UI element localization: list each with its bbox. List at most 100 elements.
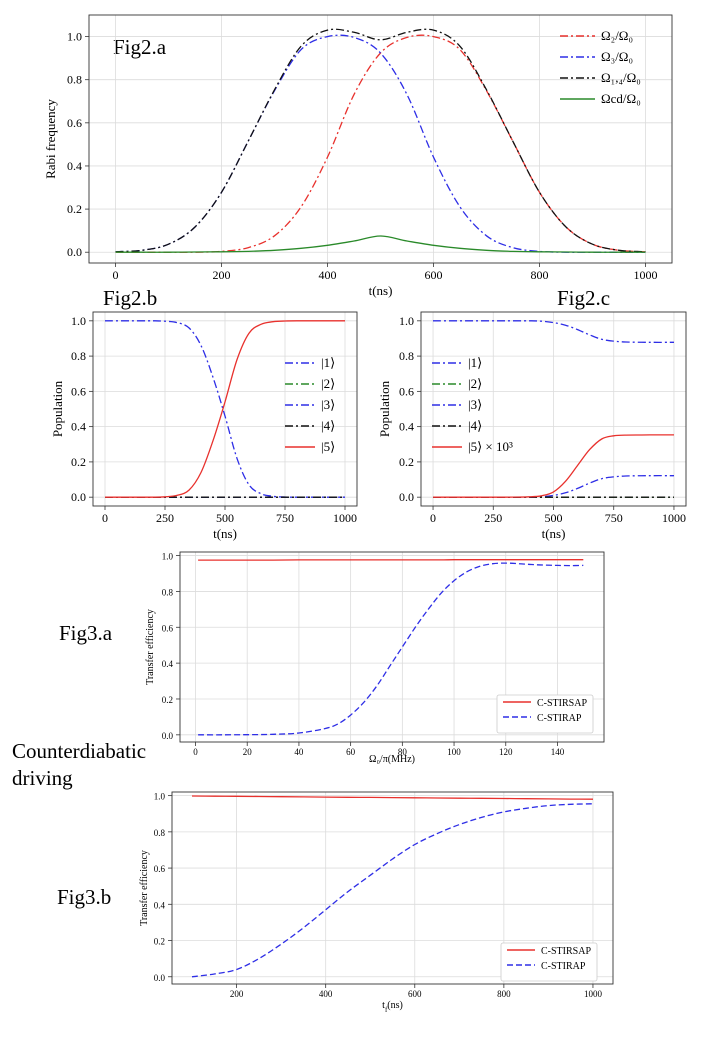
- fig3a-xtick-label: 120: [499, 747, 513, 757]
- fig2a-xtick-label: 800: [531, 268, 549, 282]
- fig2a-xtick-label: 1000: [634, 268, 658, 282]
- fig2c-ytick-label: 0.2: [399, 455, 414, 469]
- fig2a-legend-label: Ωcd/Ω₀: [601, 91, 641, 106]
- fig2c-ytick-label: 1.0: [399, 314, 414, 328]
- fig3b-xtick-label: 600: [408, 989, 422, 999]
- fig2a-x-axis-label: t(ns): [369, 283, 393, 298]
- fig2c-xtick-label: 1000: [662, 511, 686, 525]
- fig3a-ytick-label: 0.4: [162, 659, 174, 669]
- fig3a-xtick-label: 0: [193, 747, 198, 757]
- fig3a-label: Fig3.a: [59, 621, 113, 645]
- fig2b-legend-label: |4⟩: [321, 418, 335, 433]
- fig2b-xtick-label: 1000: [333, 511, 357, 525]
- counterdiabatic-label: Counterdiabatic: [12, 739, 146, 763]
- fig3a-y-axis-label: Transfer efficiency: [145, 609, 156, 685]
- fig2c-xtick-label: 750: [605, 511, 623, 525]
- fig2b-xtick-label: 250: [156, 511, 174, 525]
- fig3b-ytick-label: 0.4: [154, 900, 166, 910]
- fig3a-ytick-label: 0.0: [162, 731, 174, 741]
- fig2a-legend-label: Ω₃/Ω₀: [601, 49, 633, 64]
- fig2b-legend-label: |2⟩: [321, 376, 335, 391]
- fig3a-plot-frame: [179, 551, 605, 743]
- fig2b-legend-label: |5⟩: [321, 439, 335, 454]
- fig2a-legend-label: Ω₁,₄/Ω₀: [601, 70, 641, 85]
- fig2b-ytick-label: 0.6: [71, 384, 86, 398]
- fig2a-series-line-1: [115, 34, 646, 253]
- fig2a-xtick-label: 600: [425, 268, 443, 282]
- fig2c-xtick-label: 250: [484, 511, 502, 525]
- fig2b-legend-label: |3⟩: [321, 397, 335, 412]
- fig2a-ytick-label: 1.0: [67, 30, 82, 44]
- fig2a-series-line-4: [115, 235, 646, 253]
- fig2b-ytick-label: 0.2: [71, 455, 86, 469]
- fig3b-xtick-label: 1000: [584, 989, 603, 999]
- fig3b-xtick-label: 400: [319, 989, 333, 999]
- fig3b-series-line-2: [191, 803, 594, 978]
- fig2a-series-line-3: [115, 28, 646, 253]
- fig3a-ytick-label: 0.8: [162, 587, 174, 597]
- fig2a-ytick-label: 0.0: [67, 245, 82, 259]
- fig3a-xtick-label: 40: [294, 747, 304, 757]
- fig3a-x-axis-label: Ω₀/π(MHz): [369, 754, 415, 765]
- fig2c-xtick-label: 0: [430, 511, 436, 525]
- fig2a-ytick-label: 0.6: [67, 116, 82, 130]
- fig3a-xtick-label: 100: [447, 747, 461, 757]
- fig3b-x-axis-label: tf(ns): [382, 1000, 403, 1014]
- fig2c-ytick-label: 0.0: [399, 490, 414, 504]
- fig3a-ytick-label: 1.0: [162, 552, 174, 562]
- fig3b-ytick-label: 0.2: [154, 937, 165, 947]
- fig2b-label: Fig2.b: [103, 286, 157, 310]
- fig2b-legend-label: |1⟩: [321, 355, 335, 370]
- fig2a-legend-label: Ω₂/Ω₀: [601, 28, 633, 43]
- fig2a-ytick-label: 0.8: [67, 73, 82, 87]
- fig2c-legend-label: |5⟩ × 10³: [468, 439, 513, 454]
- fig2a-xtick-label: 400: [319, 268, 337, 282]
- fig2a-ytick-label: 0.4: [67, 159, 82, 173]
- fig2c-legend-label: |3⟩: [468, 397, 482, 412]
- fig3b-ytick-label: 0.8: [154, 828, 166, 838]
- fig2b-series-line-1: [105, 320, 345, 498]
- fig2b-xtick-label: 750: [276, 511, 294, 525]
- fig2b-ytick-label: 0.0: [71, 490, 86, 504]
- fig2c-x-axis-label: t(ns): [542, 526, 566, 541]
- fig2a-plot-frame: [88, 14, 673, 264]
- fig3a-series-line-2: [198, 562, 584, 736]
- fig2c-xtick-label: 500: [545, 511, 563, 525]
- fig3b-ytick-label: 1.0: [154, 792, 166, 802]
- fig2c-ytick-label: 0.8: [399, 349, 414, 363]
- fig3b-legend-label: C-STIRSAP: [541, 946, 591, 957]
- fig2b-ytick-label: 0.4: [71, 420, 86, 434]
- fig3b-plot-frame: [171, 791, 614, 985]
- fig2c-legend-label: |2⟩: [468, 376, 482, 391]
- fig3b-y-axis-label: Transfer efficiency: [139, 850, 150, 926]
- fig2b-ytick-label: 0.8: [71, 349, 86, 363]
- fig2b-xtick-label: 500: [216, 511, 234, 525]
- fig2a-series-line-2: [115, 34, 646, 253]
- fig3a-xtick-label: 80: [398, 747, 408, 757]
- fig3b-ytick-label: 0.6: [154, 864, 166, 874]
- fig2b-series-line-5: [105, 320, 345, 498]
- fig2a-xtick-label: 200: [213, 268, 231, 282]
- fig3a-ytick-label: 0.2: [162, 695, 173, 705]
- fig3a-xtick-label: 140: [551, 747, 565, 757]
- fig2c-legend-label: |4⟩: [468, 418, 482, 433]
- fig2c-series-line-5: [433, 434, 674, 498]
- fig3b-label: Fig3.b: [57, 885, 111, 909]
- fig2c-y-axis-label: Population: [377, 380, 392, 437]
- fig3b-legend-label: C-STIRAP: [541, 961, 586, 972]
- fig3b-xtick-label: 800: [497, 989, 511, 999]
- driving-label: driving: [12, 766, 73, 790]
- fig2b-ytick-label: 1.0: [71, 314, 86, 328]
- fig3b-ytick-label: 0.0: [154, 973, 166, 983]
- fig2b-xtick-label: 0: [102, 511, 108, 525]
- fig2c-ytick-label: 0.6: [399, 384, 414, 398]
- fig3a-xtick-label: 60: [346, 747, 356, 757]
- fig2c-legend-label: |1⟩: [468, 355, 482, 370]
- fig2c-label: Fig2.c: [557, 286, 610, 310]
- fig2c-ytick-label: 0.4: [399, 420, 414, 434]
- fig3b-series-line-1: [191, 795, 594, 800]
- fig2c-series-line-1: [433, 320, 675, 343]
- fig2b-y-axis-label: Population: [50, 380, 65, 437]
- fig2b-x-axis-label: t(ns): [213, 526, 237, 541]
- fig2a-y-axis-label: Rabi frequency: [43, 99, 58, 179]
